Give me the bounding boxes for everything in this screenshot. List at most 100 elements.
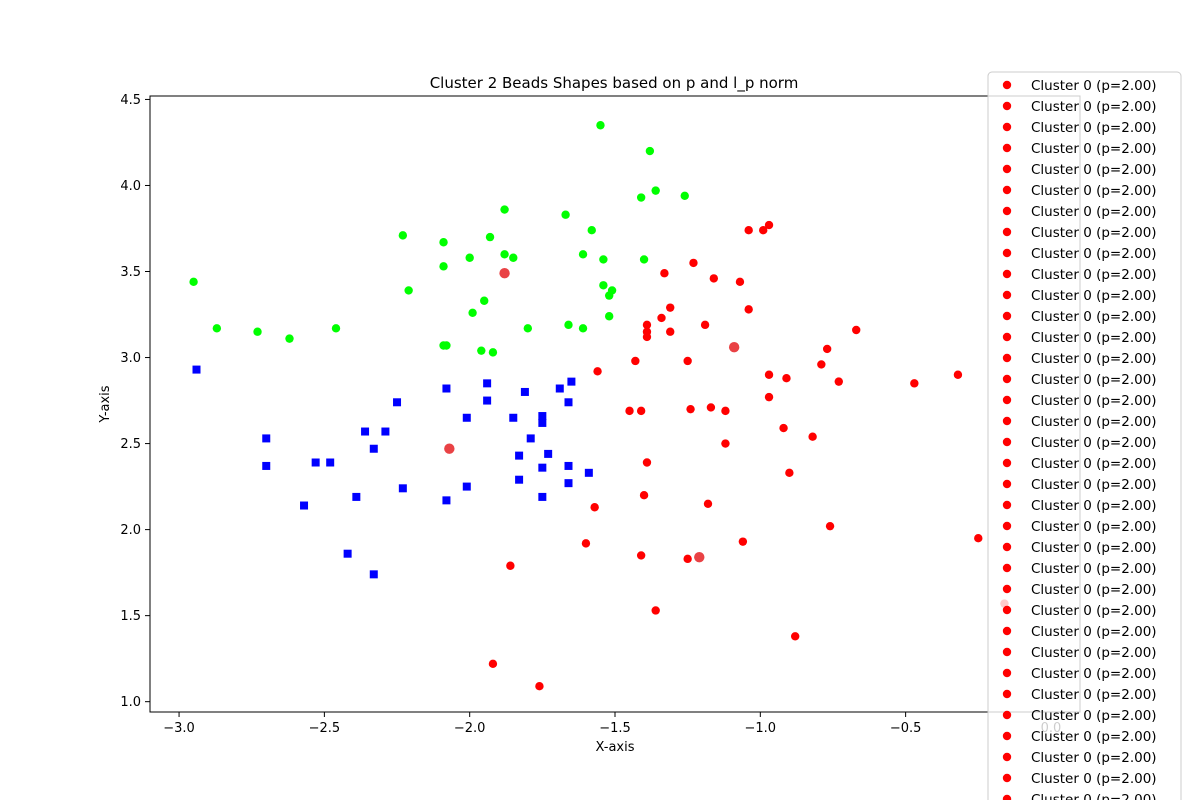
- data-point-s2-28: [398, 484, 407, 493]
- data-point-s0-26: [625, 406, 634, 416]
- legend-entry: Cluster 0 (p=2.00): [1031, 645, 1157, 661]
- data-point-s1-26: [212, 324, 222, 333]
- data-point-s0-44: [738, 537, 748, 546]
- data-point-s0-5: [660, 269, 669, 278]
- legend-entry: Cluster 0 (p=2.00): [1031, 729, 1157, 745]
- x-tick-label: −3.0: [163, 721, 195, 736]
- data-point-s0-20: [822, 344, 832, 354]
- legend-entry: Cluster 0 (p=2.00): [1031, 456, 1157, 472]
- x-axis: −3.0−2.5−2.0−1.5−1.0−0.50.0: [163, 712, 1061, 736]
- data-point-s2-1: [442, 384, 451, 393]
- data-point-s1-5: [500, 205, 509, 214]
- legend-entry: Cluster 0 (p=2.00): [1031, 519, 1157, 535]
- data-point-s0-47: [651, 606, 660, 615]
- data-point-s2-7: [564, 398, 573, 407]
- legend-entry: Cluster 0 (p=2.00): [1031, 393, 1157, 409]
- data-point-s1-11: [500, 250, 509, 259]
- legend-marker: [1002, 416, 1012, 426]
- data-point-s0-7: [657, 313, 666, 323]
- data-point-s0-40: [825, 521, 835, 531]
- legend-marker: [1002, 248, 1012, 258]
- data-point-s2-19: [544, 449, 553, 458]
- data-point-s0-49: [488, 659, 498, 669]
- data-point-s2-6: [483, 396, 492, 405]
- data-point-s1-25: [604, 312, 614, 321]
- data-point-s3-1: [728, 342, 740, 353]
- data-point-s2-5: [567, 377, 576, 386]
- data-point-s2-25: [584, 468, 593, 477]
- legend-marker: [1002, 353, 1012, 363]
- data-point-s1-27: [331, 324, 341, 333]
- data-point-s2-9: [462, 413, 471, 422]
- legend-marker: [1002, 227, 1012, 237]
- data-point-s0-41: [581, 539, 591, 548]
- x-tick-label: −2.5: [309, 721, 341, 736]
- legend-marker: [1002, 437, 1012, 447]
- data-point-s2-0: [192, 365, 201, 374]
- legend-marker: [1002, 689, 1012, 699]
- data-point-s2-27: [564, 479, 573, 488]
- data-point-s0-13: [700, 320, 710, 330]
- legend-entry: Cluster 0 (p=2.00): [1031, 330, 1157, 346]
- data-point-s1-14: [578, 250, 588, 259]
- data-point-s1-13: [465, 253, 474, 262]
- data-point-s0-35: [642, 458, 652, 467]
- data-point-s2-29: [462, 482, 471, 491]
- data-point-s0-3: [642, 332, 652, 342]
- legend-marker: [1002, 626, 1012, 636]
- data-point-s0-23: [834, 377, 843, 386]
- legend-marker: [1002, 80, 1012, 90]
- data-point-s0-30: [721, 406, 730, 416]
- data-point-s1-32: [285, 334, 294, 343]
- legend-entry: Cluster 0 (p=2.00): [1031, 288, 1157, 304]
- legend-marker: [1002, 164, 1012, 174]
- data-point-s3-0: [499, 268, 510, 279]
- data-point-s2-20: [262, 461, 271, 470]
- legend-marker: [1002, 584, 1012, 594]
- data-point-s1-7: [398, 231, 408, 240]
- data-point-s0-18: [764, 370, 774, 379]
- legend-entry: Cluster 0 (p=2.00): [1031, 540, 1157, 556]
- y-axis: 1.0 1.5 2.0 2.5 3.0 3.5 4.0 4.5: [120, 93, 150, 710]
- data-point-s1-2: [651, 186, 660, 195]
- data-point-s2-14: [381, 427, 390, 436]
- legend-marker: [1002, 269, 1012, 279]
- data-point-s2-35: [369, 570, 378, 579]
- data-point-s0-17: [744, 305, 753, 314]
- data-point-s2-22: [326, 458, 335, 467]
- data-point-s0-14: [744, 226, 753, 235]
- chart-title: Cluster 2 Beads Shapes based on p and l_…: [430, 74, 799, 93]
- data-point-s2-23: [538, 463, 547, 472]
- legend-entry: Cluster 0 (p=2.00): [1031, 561, 1157, 577]
- data-point-s2-32: [442, 496, 451, 505]
- legend-entry: Cluster 0 (p=2.00): [1031, 204, 1157, 220]
- data-point-s1-0: [596, 121, 605, 130]
- legend-marker: [1002, 311, 1012, 321]
- legend-marker: [1002, 395, 1012, 405]
- data-point-s0-4: [642, 320, 652, 330]
- y-tick-label: 1.5: [120, 609, 141, 624]
- data-point-s2-18: [515, 451, 524, 460]
- data-point-s1-24: [468, 308, 477, 318]
- data-point-s2-2: [483, 379, 492, 388]
- data-point-s1-4: [680, 191, 689, 200]
- data-point-s0-15: [759, 226, 768, 235]
- legend-entry: Cluster 0 (p=2.00): [1031, 99, 1157, 115]
- legend-entry: Cluster 0 (p=2.00): [1031, 351, 1157, 367]
- data-point-s0-24: [910, 379, 919, 388]
- legend-marker: [1002, 101, 1012, 111]
- plot-frame: [149, 95, 1081, 713]
- data-point-s1-17: [439, 262, 448, 271]
- data-point-s1-6: [561, 210, 570, 219]
- x-tick-label: −1.5: [599, 721, 631, 736]
- data-point-s2-24: [564, 461, 573, 470]
- legend-marker: [1002, 563, 1012, 573]
- legend-entry: Cluster 0 (p=2.00): [1031, 666, 1157, 682]
- data-point-s2-30: [352, 492, 361, 501]
- legend-marker: [1002, 479, 1012, 489]
- data-point-s0-11: [709, 274, 719, 283]
- data-point-s1-23: [480, 296, 489, 305]
- data-point-s0-43: [683, 554, 692, 564]
- legend-entry: Cluster 0 (p=2.00): [1031, 183, 1157, 199]
- y-tick-label: 4.5: [120, 93, 141, 108]
